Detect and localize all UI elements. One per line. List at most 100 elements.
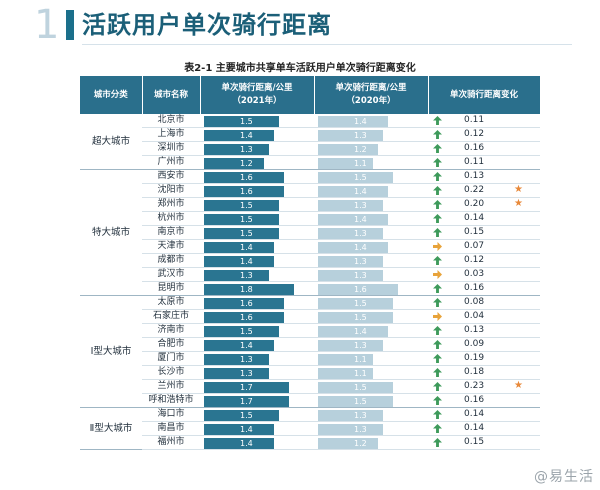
bar-2020-label: 1.5 — [354, 313, 367, 322]
table-caption: 表2-1 主要城市共享单车活跃用户单次骑行距离变化 — [184, 63, 416, 74]
bar-2021-label: 1.4 — [240, 439, 253, 448]
city-name: 郑州市 — [142, 197, 200, 212]
change-cell: 0.11 — [428, 155, 540, 170]
bar-2020-cell: 1.1 — [314, 365, 428, 380]
bar-2020-cell: 1.1 — [314, 155, 428, 170]
bar-2020-label: 1.5 — [354, 173, 367, 182]
bar-2021 — [204, 298, 284, 309]
bar-2020-label: 1.6 — [354, 285, 367, 294]
table-row: 天津市 1.4 1.4 0.07 — [80, 239, 540, 254]
table-body: 超大城市 北京市 1.5 1.4 0.11 上海市 1.4 1.3 0.12 深圳市 1.3 1.2 0… — [80, 114, 540, 450]
up-arrow-icon — [433, 382, 442, 391]
bar-2021-cell: 1.4 — [200, 337, 314, 352]
bar-2021-label: 1.6 — [240, 173, 253, 182]
right-arrow-icon — [433, 312, 442, 321]
change-cell: 0.14 — [428, 211, 540, 226]
change-value: 0.13 — [464, 325, 485, 335]
city-category: Ⅱ型大城市 — [80, 407, 142, 450]
table-row: 石家庄市 1.6 1.5 0.04 — [80, 309, 540, 324]
change-value: 0.15 — [464, 227, 485, 237]
city-name: 成都市 — [142, 253, 200, 268]
bar-2021 — [204, 144, 269, 155]
bar-2020 — [318, 396, 393, 407]
city-name: 昆明市 — [142, 281, 200, 296]
bar-2020 — [318, 382, 393, 393]
change-cell: 0.16 — [428, 281, 540, 296]
city-category: Ⅰ型大城市 — [80, 295, 142, 408]
bar-2021-label: 1.5 — [240, 411, 253, 420]
bar-2021-cell: 1.6 — [200, 309, 314, 324]
bar-2020 — [318, 200, 383, 211]
bar-2021-cell: 1.5 — [200, 407, 314, 422]
bar-2021 — [204, 354, 269, 365]
bar-2020-cell: 1.3 — [314, 197, 428, 212]
bar-2021-label: 1.3 — [240, 271, 253, 280]
change-cell: 0.04 — [428, 309, 540, 324]
bar-2020-cell: 1.3 — [314, 225, 428, 240]
change-value: 0.12 — [464, 255, 485, 265]
change-cell: 0.09 — [428, 337, 540, 352]
bar-2021-cell: 1.4 — [200, 127, 314, 142]
bar-2021-cell: 1.4 — [200, 239, 314, 254]
bar-2020-cell: 1.4 — [314, 211, 428, 226]
table-row: 兰州市 1.7 1.5 0.23 ★ — [80, 379, 540, 394]
bar-2020-label: 1.3 — [354, 411, 367, 420]
city-name: 南昌市 — [142, 421, 200, 436]
change-cell: 0.08 — [428, 295, 540, 310]
table-row: Ⅰ型大城市 太原市 1.6 1.5 0.08 — [80, 295, 540, 408]
bar-2020-cell: 1.6 — [314, 281, 428, 296]
change-value: 0.08 — [464, 297, 485, 307]
bar-2020-label: 1.1 — [354, 369, 367, 378]
bar-2021-cell: 1.7 — [200, 393, 314, 408]
bar-2020 — [318, 438, 378, 449]
up-arrow-icon — [433, 424, 442, 433]
bar-2020 — [318, 410, 383, 421]
bar-2020-label: 1.4 — [354, 215, 367, 224]
change-value: 0.16 — [464, 283, 485, 293]
bar-2021-label: 1.3 — [240, 145, 253, 154]
city-category: 超大城市 — [80, 114, 142, 170]
city-name: 武汉市 — [142, 267, 200, 282]
change-value: 0.14 — [464, 409, 485, 419]
change-value: 0.09 — [464, 339, 485, 349]
bar-2021 — [204, 382, 289, 393]
bar-2020-cell: 1.4 — [314, 183, 428, 198]
title-rule — [82, 44, 572, 45]
bar-2021-label: 1.4 — [240, 425, 253, 434]
up-arrow-icon — [433, 214, 442, 223]
bar-2021-cell: 1.8 — [200, 281, 314, 296]
bar-2021 — [204, 228, 279, 239]
section-number: 1 — [34, 2, 60, 48]
bar-2020-cell: 1.1 — [314, 351, 428, 366]
star-icon: ★ — [514, 380, 523, 391]
bar-2020-cell: 1.4 — [314, 239, 428, 254]
bar-2020 — [318, 284, 398, 295]
change-value: 0.03 — [464, 269, 485, 279]
city-name: 杭州市 — [142, 211, 200, 226]
bar-2020 — [318, 298, 393, 309]
bar-2020 — [318, 256, 383, 267]
change-value: 0.18 — [464, 367, 485, 377]
bar-2021-label: 1.7 — [240, 397, 253, 406]
distance-table: 城市分类 城市名称 单次骑行距离/公里 （2021年） 单次骑行距离/公里 （2… — [80, 76, 541, 450]
up-arrow-icon — [433, 158, 442, 167]
change-cell: 0.14 — [428, 407, 540, 422]
bar-2021-cell: 1.3 — [200, 141, 314, 156]
change-value: 0.07 — [464, 241, 485, 251]
city-name: 福州市 — [142, 435, 200, 450]
bar-2020-cell: 1.5 — [314, 169, 428, 184]
change-cell: 0.13 — [428, 169, 540, 184]
table-row: 郑州市 1.5 1.3 0.20 ★ — [80, 197, 540, 212]
bar-2020-cell: 1.5 — [314, 379, 428, 394]
up-arrow-icon — [433, 186, 442, 195]
up-arrow-icon — [433, 256, 442, 265]
table-row: 长沙市 1.3 1.1 0.18 — [80, 365, 540, 380]
bar-2021 — [204, 214, 279, 225]
col-header-change: 单次骑行距离变化 — [428, 76, 541, 114]
bar-2020-cell: 1.3 — [314, 337, 428, 352]
table-row: 济南市 1.5 1.4 0.13 — [80, 323, 540, 338]
bar-2021 — [204, 242, 274, 253]
bar-2020-label: 1.5 — [354, 299, 367, 308]
city-category: 特大城市 — [80, 169, 142, 296]
city-name: 北京市 — [142, 114, 200, 128]
